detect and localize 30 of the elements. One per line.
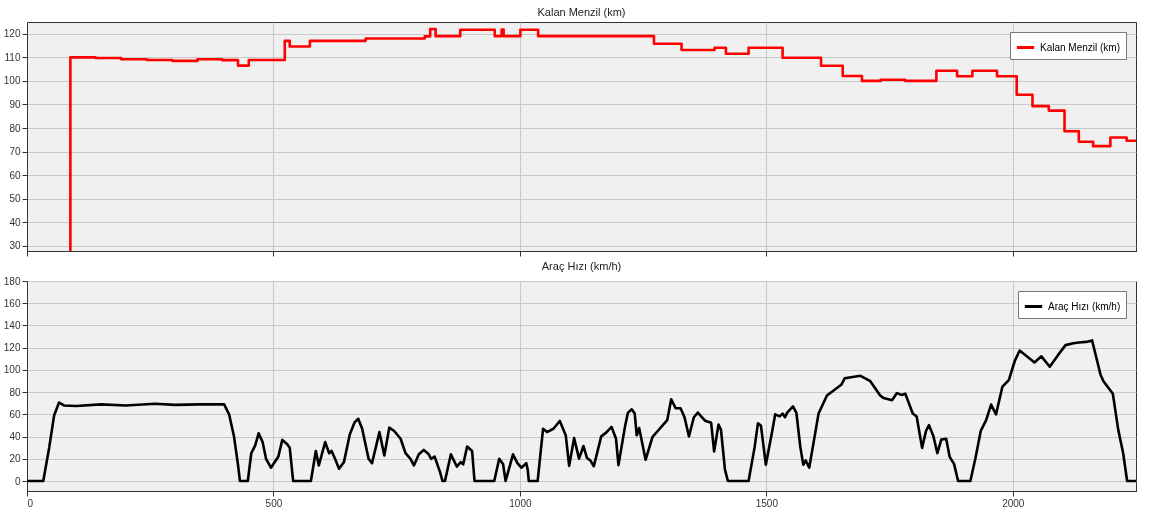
x-tick-label: 500 — [265, 497, 283, 509]
y-tick-label: 20 — [9, 453, 21, 465]
y-tick-label: 60 — [9, 408, 21, 420]
y-tick-label: 40 — [9, 431, 21, 443]
y-tick-label: 120 — [3, 28, 21, 40]
y-tick-label: 80 — [9, 386, 21, 398]
legend-label: Araç Hızı (km/h) — [1048, 300, 1121, 312]
y-tick-label: 140 — [3, 319, 21, 331]
x-tick-label: 2000 — [1002, 497, 1025, 509]
y-tick-label: 180 — [3, 275, 21, 287]
y-tick-label: 80 — [9, 122, 21, 134]
y-tick-label: 100 — [3, 75, 21, 87]
y-tick-label: 120 — [3, 342, 21, 354]
x-tick-label: 1500 — [755, 497, 779, 509]
x-tick-label: 1000 — [509, 497, 532, 509]
chart-title: Kalan Menzil (km) — [537, 6, 626, 18]
x-tick-label: 0 — [27, 497, 34, 509]
y-tick-label: 30 — [9, 240, 21, 252]
y-tick-label: 70 — [9, 146, 21, 158]
y-tick-label: 40 — [9, 216, 21, 228]
y-tick-label: 0 — [14, 475, 21, 487]
line-series — [27, 339, 1136, 483]
y-tick-label: 160 — [3, 297, 21, 309]
chart-title: Araç Hızı (km/h) — [541, 260, 622, 272]
legend-label: Kalan Menzil (km) — [1040, 41, 1121, 53]
y-tick-label: 100 — [3, 364, 21, 376]
y-tick-label: 50 — [9, 193, 21, 205]
y-tick-label: 90 — [9, 98, 21, 110]
y-tick-label: 110 — [4, 51, 21, 63]
y-tick-label: 60 — [9, 169, 21, 181]
